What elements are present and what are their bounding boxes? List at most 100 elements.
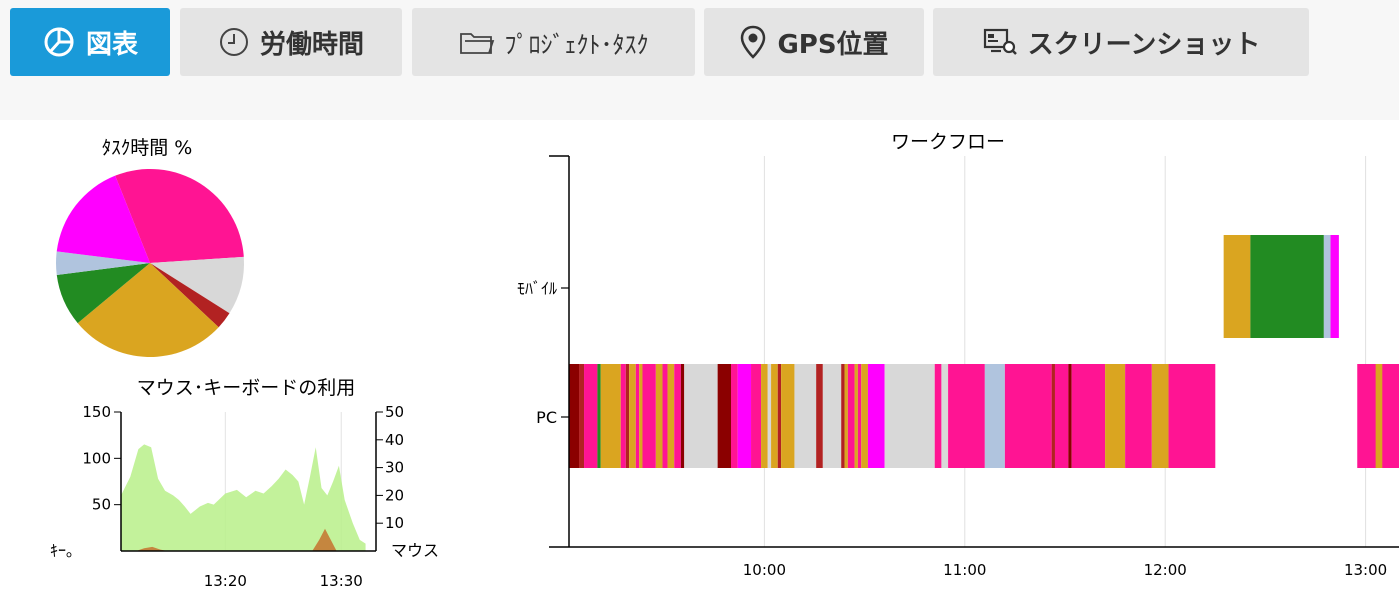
task-time-pie-chart: ﾀｽｸ時間 %: [56, 137, 244, 357]
workflow-bars: [569, 235, 1399, 468]
workflow-bar-segment: [841, 364, 845, 468]
workflow-bar-segment: [1071, 364, 1106, 468]
workflow-bar-segment: [934, 364, 942, 468]
tab-gps-location[interactable]: GPS位置: [704, 8, 924, 76]
tab-screenshots[interactable]: スクリーンショット: [933, 8, 1309, 76]
workflow-bar-segment: [1054, 364, 1069, 468]
workflow-x-tick-label: 13:00: [1344, 561, 1387, 579]
workflow-bar-segment: [1223, 235, 1251, 338]
workflow-bar-segment: [1068, 364, 1072, 468]
workflow-bar-segment: [751, 364, 762, 468]
workflow-bar-segment: [684, 364, 718, 468]
workflow-bar-segment: [941, 364, 949, 468]
folder-icon: [459, 33, 494, 54]
workflow-bar-segment: [844, 364, 848, 468]
keyboard-axis-label: ｷｰ｡: [50, 541, 74, 560]
mouse-axis-tick-label: 10: [385, 514, 404, 532]
workflow-x-tick-label: 10:00: [743, 561, 786, 579]
keyboard-axis-tick-label: 50: [92, 496, 111, 514]
workflow-bar-segment: [1051, 364, 1055, 468]
usage-areas: [121, 444, 366, 551]
workflow-bar-segment: [674, 364, 681, 468]
workflow-bar-segment: [847, 364, 855, 468]
workflow-bar-segment: [822, 364, 842, 468]
usage-chart-title: マウス･キーボードの利用: [137, 377, 356, 399]
workflow-bar-segment: [730, 364, 738, 468]
workflow-bar-segment: [600, 364, 621, 468]
workflow-bar-segment: [771, 364, 778, 468]
mouse-keyboard-usage-chart: マウス･キーボードの利用 50 100 150 10 20 30 40 50 13:20 13:3…: [50, 377, 439, 590]
clock-icon: [219, 28, 248, 56]
usage-axes: 50 100 150 10 20 30 40 50 13:20 13:30: [82, 403, 404, 590]
mouse-axis-tick-label: 20: [385, 486, 404, 504]
workflow-bar-segment: [680, 364, 685, 468]
workflow-bar-segment: [1323, 235, 1331, 338]
screenshot-icon: [983, 28, 1017, 55]
workflow-bar-segment: [1168, 364, 1216, 468]
pie-slice: [150, 263, 230, 328]
usage-x-tick-label: 13:30: [320, 572, 363, 590]
workflow-bar-segment: [794, 364, 817, 468]
tab-label: 図表: [85, 29, 138, 60]
pie-slice: [115, 169, 244, 263]
workflow-bar-segment: [717, 364, 731, 468]
workflow-bar-segment: [667, 364, 675, 468]
workflow-bar-segment: [1004, 364, 1052, 468]
workflow-bar-segment: [884, 364, 935, 468]
workflow-bar-segment: [584, 364, 598, 468]
workflow-bar-segment: [642, 364, 656, 468]
tab-work-hours[interactable]: 労働時間: [180, 8, 402, 76]
workflow-axes: ﾓﾊﾞｲﾙ PC 10:00 11:00 12:00 13:00: [517, 155, 1399, 579]
workflow-x-tick-label: 12:00: [1144, 561, 1187, 579]
workflow-bar-segment: [1125, 364, 1152, 468]
tab-label: スクリーンショット: [1027, 29, 1261, 60]
workflow-x-tick-label: 11:00: [943, 561, 986, 579]
pie-chart-title: ﾀｽｸ時間 %: [102, 137, 193, 159]
workflow-timeline-chart: ワークフロー ﾓﾊﾞｲﾙ PC 10:00 11:00 12:00 13:00: [517, 131, 1399, 579]
tab-label: ﾌﾟﾛｼﾞｪｸﾄ･ﾀｽｸ: [504, 30, 649, 59]
workflow-bar-segment: [816, 364, 823, 468]
workflow-bar-segment: [655, 364, 663, 468]
workflow-bar-segment: [857, 364, 862, 468]
mouse-axis-label: マウス: [391, 541, 439, 560]
workflow-bar-segment: [737, 364, 752, 468]
workflow-bar-segment: [777, 364, 782, 468]
workflow-bar-segment: [629, 364, 636, 468]
pie-slice: [77, 263, 219, 357]
workflow-bar-segment: [1375, 364, 1383, 468]
workflow-bar-segment: [854, 364, 858, 468]
keyboard-axis-tick-label: 150: [82, 403, 111, 421]
mouse-axis-tick-label: 50: [385, 403, 404, 421]
workflow-bar-segment: [625, 364, 630, 468]
pie-slice: [150, 256, 244, 314]
mouse-axis-tick-label: 30: [385, 459, 404, 477]
workflow-bar-segment: [867, 364, 885, 468]
keyboard-usage-area: [121, 444, 366, 551]
tab-label: GPS位置: [777, 29, 889, 60]
workflow-bar-segment: [597, 364, 601, 468]
keyboard-axis-tick-label: 100: [82, 449, 111, 467]
tab-project-task[interactable]: ﾌﾟﾛｼﾞｪｸﾄ･ﾀｽｸ: [412, 8, 695, 76]
workflow-bar-segment: [781, 364, 795, 468]
workflow-bar-segment: [639, 364, 643, 468]
pie-slice: [56, 175, 150, 263]
pie-slice: [56, 251, 150, 275]
workflow-bar-segment: [620, 364, 626, 468]
pie-slices: [56, 169, 244, 357]
workflow-chart-title: ワークフロー: [891, 131, 1005, 153]
workflow-grid: [763, 156, 1367, 547]
workflow-bar-segment: [984, 364, 1005, 468]
tab-charts[interactable]: 図表: [10, 8, 170, 76]
tab-bar: 図表 労働時間 ﾌﾟﾛｼﾞｪｸﾄ･ﾀｽｸ GPS位置 スクリーンショット: [0, 0, 1399, 92]
pie-slice: [56, 263, 150, 324]
workflow-bar-segment: [767, 364, 772, 468]
workflow-bar-segment: [761, 364, 768, 468]
workflow-bar-segment: [1250, 235, 1324, 338]
workflow-bar-segment: [635, 364, 640, 468]
workflow-bar-segment: [948, 364, 985, 468]
workflow-bar-segment: [1151, 364, 1169, 468]
usage-x-tick-label: 13:20: [204, 572, 247, 590]
workflow-bar-segment: [861, 364, 868, 468]
workflow-bar-segment: [569, 364, 580, 468]
workflow-bar-segment: [1105, 364, 1126, 468]
